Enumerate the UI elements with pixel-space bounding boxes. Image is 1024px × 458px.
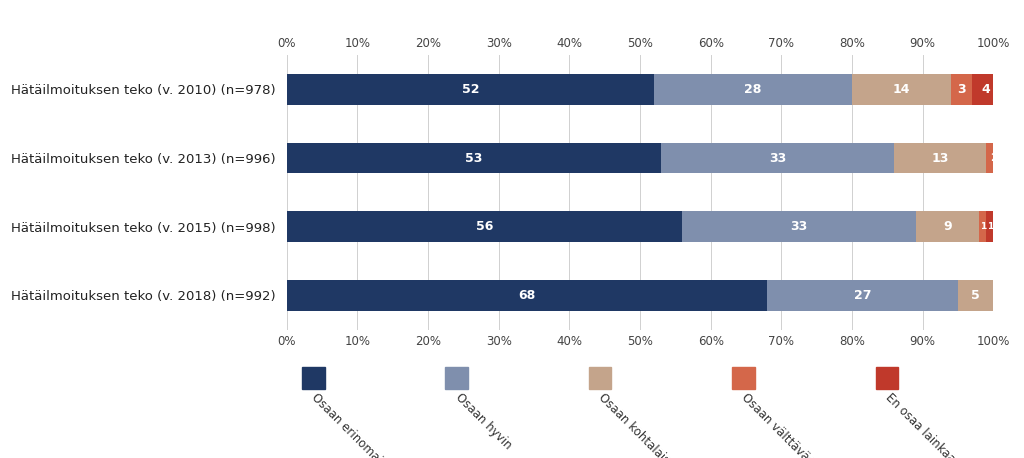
Text: 1: 1 bbox=[986, 222, 993, 231]
Text: Osaan välttävästi: Osaan välttävästi bbox=[739, 391, 822, 458]
Bar bbox=[662, 142, 894, 174]
Text: Osaan erinomaisesti: Osaan erinomaisesti bbox=[309, 391, 404, 458]
Text: %: % bbox=[452, 373, 462, 383]
Bar bbox=[986, 142, 1000, 174]
Text: %: % bbox=[738, 373, 749, 383]
Bar bbox=[894, 142, 986, 174]
Bar bbox=[682, 211, 915, 242]
Bar bbox=[993, 280, 1000, 311]
Text: 33: 33 bbox=[769, 152, 786, 164]
Text: 1: 1 bbox=[993, 291, 1000, 300]
Text: 9: 9 bbox=[943, 220, 951, 233]
Bar bbox=[287, 74, 654, 105]
Bar bbox=[852, 74, 951, 105]
Text: Osaan hyvin: Osaan hyvin bbox=[453, 391, 514, 453]
Text: 14: 14 bbox=[893, 83, 910, 96]
Bar bbox=[654, 74, 852, 105]
Text: En osaa lainkaan: En osaa lainkaan bbox=[883, 391, 963, 458]
Bar bbox=[986, 211, 993, 242]
Text: 1: 1 bbox=[1000, 291, 1007, 300]
Text: 1: 1 bbox=[1000, 153, 1007, 163]
Text: 5: 5 bbox=[971, 289, 980, 302]
Text: %: % bbox=[308, 373, 318, 383]
Bar bbox=[1000, 280, 1008, 311]
Bar bbox=[951, 74, 972, 105]
Bar bbox=[915, 211, 979, 242]
Bar bbox=[287, 211, 682, 242]
Text: 56: 56 bbox=[476, 220, 494, 233]
Text: Osaan kohtalaisesti: Osaan kohtalaisesti bbox=[596, 391, 687, 458]
Text: 2: 2 bbox=[989, 153, 997, 163]
Text: 33: 33 bbox=[791, 220, 808, 233]
Bar bbox=[287, 142, 662, 174]
Text: 13: 13 bbox=[932, 152, 949, 164]
Bar bbox=[1000, 142, 1008, 174]
Bar bbox=[958, 280, 993, 311]
Bar bbox=[972, 74, 1000, 105]
Text: 27: 27 bbox=[854, 289, 871, 302]
Text: %: % bbox=[882, 373, 892, 383]
Text: 4: 4 bbox=[982, 83, 990, 96]
Bar bbox=[287, 280, 767, 311]
Bar bbox=[979, 211, 986, 242]
Text: 1: 1 bbox=[980, 222, 986, 231]
Text: 53: 53 bbox=[465, 152, 482, 164]
Text: %: % bbox=[595, 373, 605, 383]
Text: 68: 68 bbox=[518, 289, 536, 302]
Text: 28: 28 bbox=[744, 83, 762, 96]
Text: 52: 52 bbox=[462, 83, 479, 96]
Bar bbox=[767, 280, 958, 311]
Text: 3: 3 bbox=[957, 83, 966, 96]
